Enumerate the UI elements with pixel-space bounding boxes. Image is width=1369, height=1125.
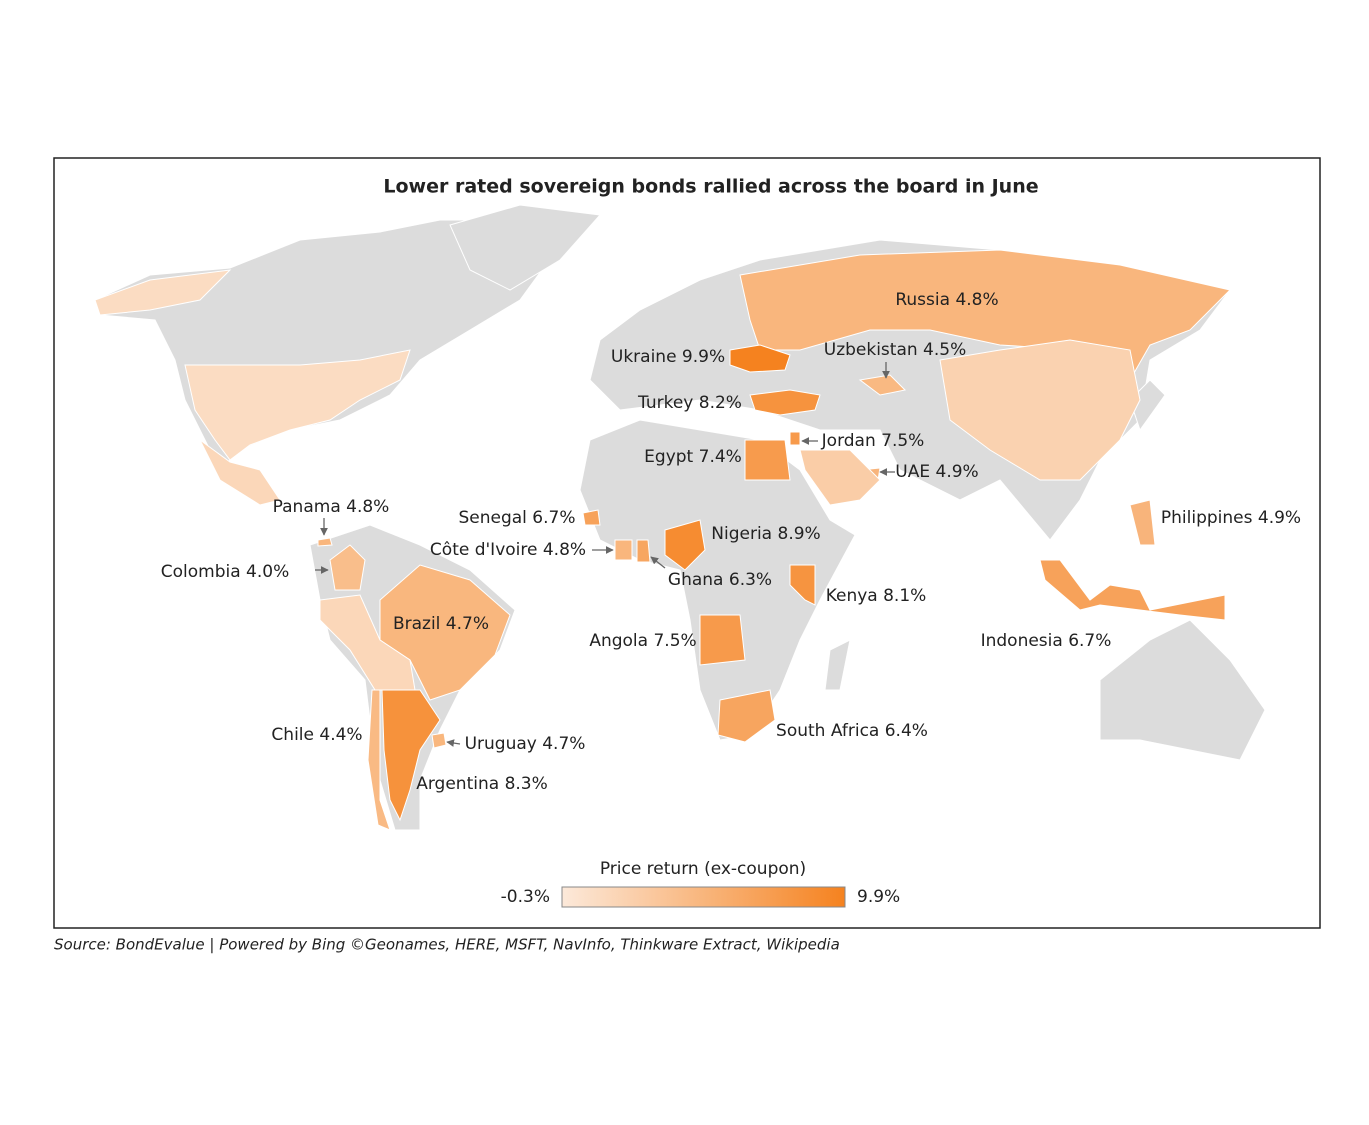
country [939, 339, 1141, 481]
country [94, 269, 232, 316]
country [789, 564, 816, 606]
legend-gradient [561, 886, 846, 908]
country [636, 539, 651, 563]
country [744, 439, 791, 481]
country [329, 544, 366, 591]
country-label: Panama 4.8% [273, 497, 390, 517]
country-label: South Africa 6.4% [776, 721, 928, 741]
country [749, 389, 821, 416]
country [717, 689, 776, 743]
country-label: Kenya 8.1% [826, 586, 927, 606]
country-label: Colombia 4.0% [161, 562, 289, 582]
country [582, 509, 601, 526]
country-label: Indonesia 6.7% [981, 631, 1112, 651]
country-label: Brazil 4.7% [393, 614, 489, 634]
country [431, 732, 447, 749]
country [199, 439, 281, 506]
country-label: UAE 4.9% [895, 462, 978, 482]
country [381, 689, 441, 822]
leader-arrow [446, 739, 461, 747]
country [184, 349, 411, 461]
country-label: Senegal 6.7% [458, 508, 575, 528]
country [614, 539, 633, 561]
country [729, 344, 791, 373]
country-label: Jordan 7.5% [821, 431, 925, 451]
country [664, 519, 706, 571]
country [317, 537, 333, 547]
country-label: Côte d'Ivoire 4.8% [430, 540, 586, 560]
country [858, 374, 907, 396]
country [699, 614, 746, 666]
country [1129, 499, 1156, 546]
legend-min-label: -0.3% [501, 887, 550, 907]
country-label: Argentina 8.3% [416, 774, 548, 794]
country-label: Ghana 6.3% [668, 570, 772, 590]
country-label: Uruguay 4.7% [465, 734, 586, 754]
country-label: Russia 4.8% [895, 290, 998, 310]
country [319, 594, 416, 691]
country-label: Chile 4.4% [271, 725, 362, 745]
country [789, 431, 801, 446]
country [799, 449, 881, 506]
legend-max-label: 9.9% [857, 887, 900, 907]
country-label: Angola 7.5% [589, 631, 696, 651]
legend-title: Price return (ex-coupon) [600, 859, 806, 879]
country-label: Egypt 7.4% [644, 447, 742, 467]
source-note: Source: BondEvalue | Powered by Bing ©Ge… [54, 936, 840, 954]
leader-arrow [650, 556, 666, 569]
country [1039, 559, 1226, 621]
country-label: Nigeria 8.9% [711, 524, 820, 544]
map-title: Lower rated sovereign bonds rallied acro… [383, 176, 1038, 198]
country-label: Ukraine 9.9% [611, 347, 725, 367]
country-label: Turkey 8.2% [637, 393, 742, 413]
country-label: Uzbekistan 4.5% [824, 340, 967, 360]
country-label: Philippines 4.9% [1161, 508, 1301, 528]
